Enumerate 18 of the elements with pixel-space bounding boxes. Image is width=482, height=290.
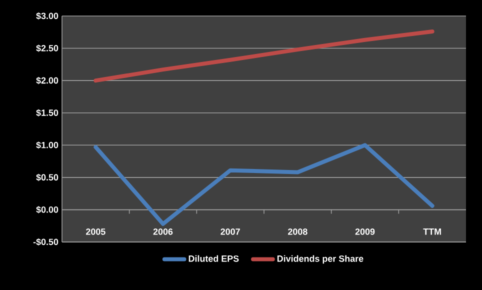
x-tick-label: 2006 xyxy=(153,228,173,235)
legend-label: Diluted EPS xyxy=(188,255,239,262)
y-tick-label: $2.00 xyxy=(36,76,58,84)
x-tick-label: 2005 xyxy=(86,228,106,235)
x-tick-label: TTM xyxy=(423,228,441,235)
y-tick-label: $0.50 xyxy=(36,174,58,182)
line-series xyxy=(94,143,434,226)
y-tick-label: $1.50 xyxy=(36,109,58,117)
y-tick-label: $1.00 xyxy=(36,141,58,149)
y-tick-label: $3.00 xyxy=(36,12,58,20)
x-tick-label: 2008 xyxy=(288,228,308,235)
x-tick-label: 2007 xyxy=(220,228,240,235)
legend-label: Dividends per Share xyxy=(277,255,364,264)
x-tick-label: 2009 xyxy=(355,228,375,235)
y-tick-label: -$0.50 xyxy=(33,238,58,246)
y-tick-label: $0.00 xyxy=(36,206,58,214)
line-series xyxy=(94,30,434,83)
y-tick-label: $2.50 xyxy=(36,44,58,52)
